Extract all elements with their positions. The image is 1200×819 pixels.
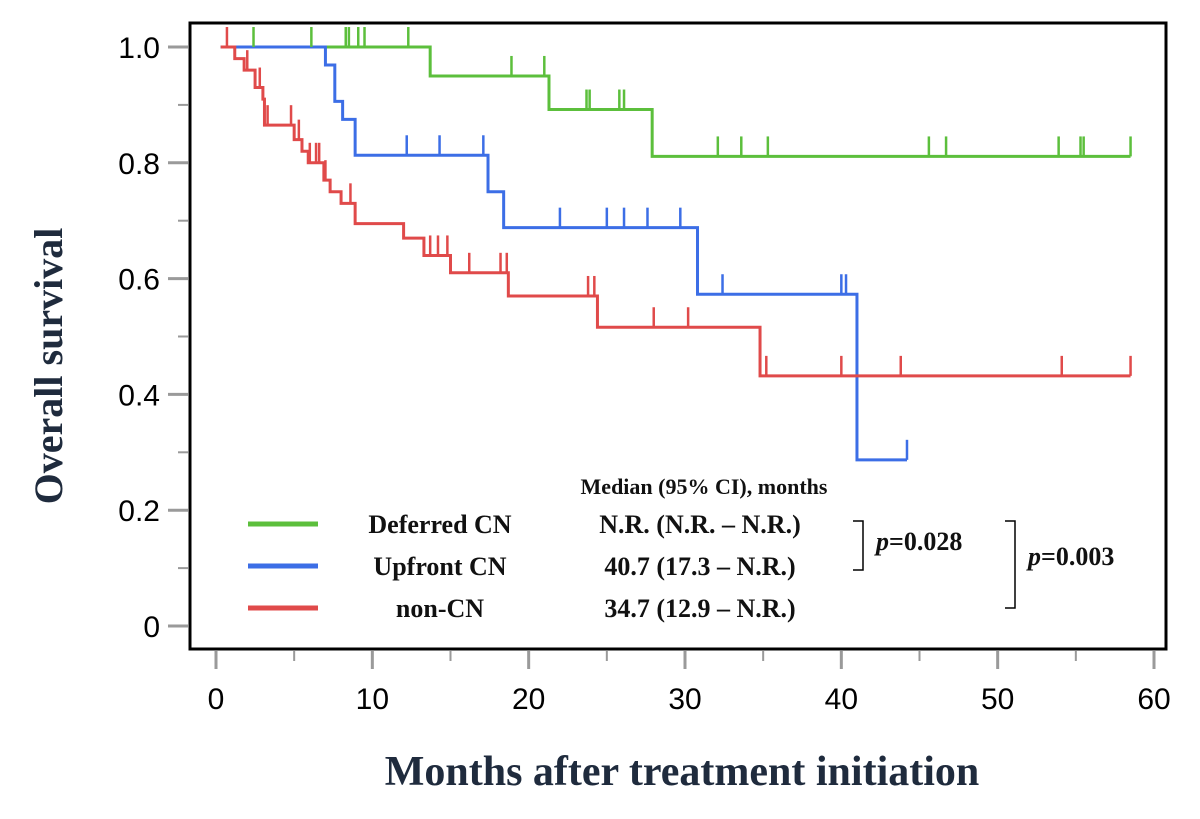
y-axis-title: Overall survival: [26, 228, 71, 505]
y-tick-label: 0: [143, 611, 160, 644]
y-tick-label: 0.6: [118, 264, 160, 297]
x-tick-label: 20: [512, 683, 545, 716]
legend-median-upfront: 40.7 (17.3 – N.R.): [604, 552, 795, 581]
x-tick-label: 50: [981, 683, 1014, 716]
legend: Median (95% CI), months Deferred CN N.R.…: [248, 474, 828, 623]
legend-label-noncn: non-CN: [396, 594, 484, 623]
x-tick-label: 40: [825, 683, 858, 716]
p-value-deferred-vs-upfront: p=0.028: [874, 527, 962, 556]
legend-median-noncn: 34.7 (12.9 – N.R.): [604, 594, 795, 623]
bracket-deferred-vs-noncn: [1005, 520, 1016, 609]
y-tick-label: 0.8: [118, 148, 160, 181]
curve-upfront: [220, 45, 907, 462]
x-tick-label: 0: [208, 683, 225, 716]
y-tick-label: 0.4: [118, 379, 160, 412]
p-value-deferred-vs-noncn: p=0.003: [1026, 542, 1114, 571]
legend-median-deferred: N.R. (N.R. – N.R.): [599, 510, 800, 539]
y-tick-label: 1.0: [118, 32, 160, 65]
x-axis: 0 10 20 30 40 50 60: [208, 651, 1171, 716]
curve-deferred: [220, 45, 1131, 158]
legend-label-deferred: Deferred CN: [368, 510, 511, 539]
legend-label-upfront: Upfront CN: [373, 552, 506, 581]
x-tick-label: 30: [668, 683, 701, 716]
legend-header: Median (95% CI), months: [581, 474, 828, 499]
y-axis: 0 0.2 0.4 0.6 0.8 1.0: [118, 32, 188, 644]
x-tick-label: 10: [356, 683, 389, 716]
censor-marks: [225, 27, 1132, 460]
bracket-deferred-vs-upfront: [853, 520, 864, 571]
survival-curves: [220, 45, 1131, 462]
y-tick-label: 0.2: [118, 495, 160, 528]
plot-frame: [188, 21, 1168, 651]
x-tick-label: 60: [1137, 683, 1170, 716]
curve-noncn: [220, 45, 1131, 378]
x-axis-title: Months after treatment initiation: [385, 749, 980, 795]
